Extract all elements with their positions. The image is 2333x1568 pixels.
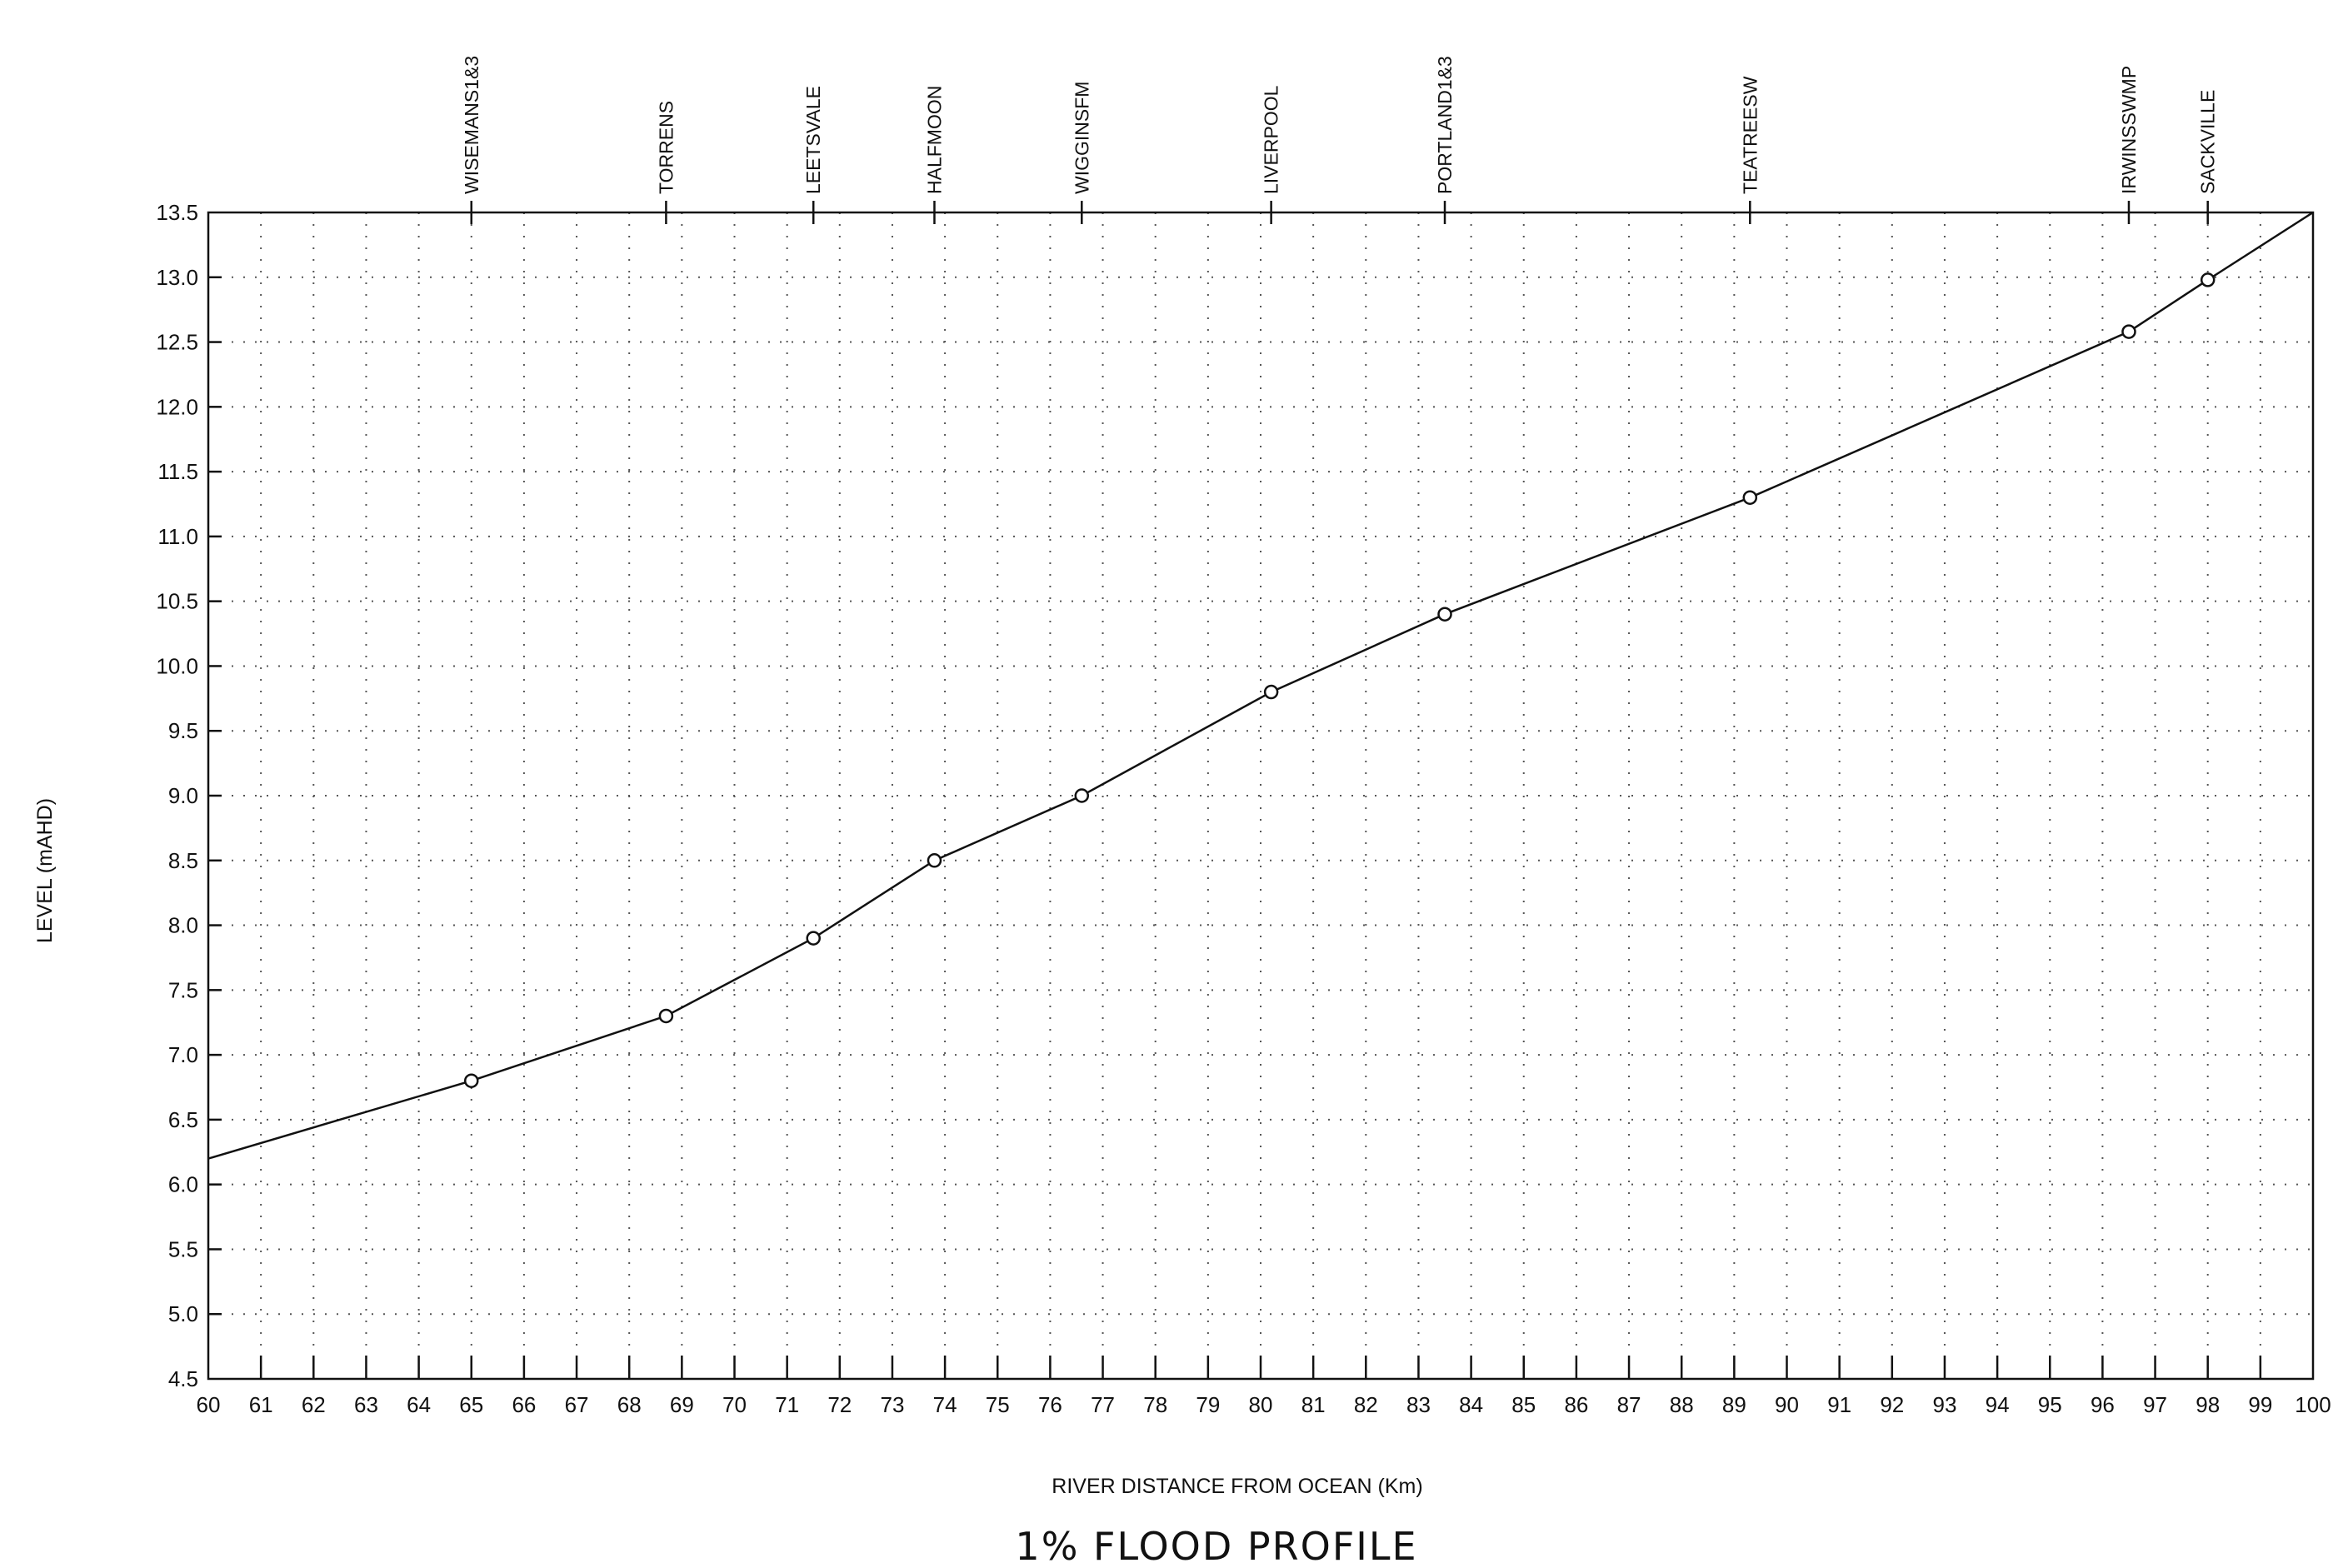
x-tick-label: 91 [1827, 1392, 1851, 1417]
y-tick-label: 9.0 [168, 783, 198, 808]
y-tick-label: 11.5 [157, 459, 198, 484]
data-point [1439, 608, 1451, 621]
x-tick-label: 90 [1775, 1392, 1799, 1417]
x-tick-label: 99 [2248, 1392, 2272, 1417]
y-tick-label: 10.5 [156, 589, 198, 614]
gridlines [208, 212, 2313, 1379]
x-tick-label: 74 [933, 1392, 957, 1417]
x-tick-label: 77 [1091, 1392, 1115, 1417]
data-point [1265, 686, 1277, 698]
x-tick-label: 87 [1617, 1392, 1641, 1417]
y-tick-label: 7.0 [168, 1042, 198, 1067]
chart-title: 1% FLOOD PROFILE [1015, 1524, 1417, 1568]
station-label: LEETSVALE [802, 86, 824, 194]
x-tick-label: 69 [670, 1392, 694, 1417]
x-tick-label: 66 [512, 1392, 536, 1417]
x-tick-label: 92 [1880, 1392, 1904, 1417]
x-tick-label: 72 [827, 1392, 852, 1417]
x-tick-label: 83 [1406, 1392, 1431, 1417]
x-tick-label: 67 [565, 1392, 589, 1417]
station-label: TEATREESW [1739, 76, 1761, 194]
x-tick-label: 64 [407, 1392, 431, 1417]
y-tick-label: 10.0 [156, 653, 198, 678]
x-tick-label: 76 [1038, 1392, 1062, 1417]
x-tick-label: 61 [249, 1392, 273, 1417]
x-axis-title: RIVER DISTANCE FROM OCEAN (Km) [1052, 1475, 1422, 1498]
x-tick-label: 73 [880, 1392, 904, 1417]
y-tick-label: 8.5 [168, 848, 198, 873]
x-tick-label: 93 [1932, 1392, 1956, 1417]
y-tick-label: 12.5 [156, 330, 198, 355]
y-tick-label: 5.0 [168, 1301, 198, 1326]
data-point [2201, 273, 2214, 286]
station-label: HALFMOON [923, 86, 945, 194]
x-tick-label: 70 [722, 1392, 747, 1417]
x-tick-label: 94 [1986, 1392, 2010, 1417]
station-label: SACKVILLE [2197, 90, 2219, 194]
station-label: LIVERPOOL [1261, 85, 1282, 194]
flood-profile-line [208, 212, 2313, 1159]
data-point [807, 932, 820, 945]
x-tick-label: 79 [1196, 1392, 1220, 1417]
y-tick-label: 8.0 [168, 913, 198, 938]
data-point [1076, 790, 1088, 802]
y-tick-labels: 4.5 5.0 5.5 6.0 6.5 7.0 7.5 8.0 8.5 9.0 9.5 10.0 10.… [156, 200, 198, 1391]
data-point [2122, 326, 2135, 338]
y-tick-label: 6.5 [168, 1107, 198, 1132]
data-point [928, 854, 941, 866]
station-label: WIGGINSFM [1071, 82, 1092, 194]
x-tick-labels: 60 61 62 63 64 65 66 67 68 69 70 71 72 73 74 75 76 77 78 79… [197, 1392, 2331, 1417]
y-tick-label: 9.5 [168, 718, 198, 743]
x-tick-label: 81 [1301, 1392, 1326, 1417]
y-tick-label: 7.5 [168, 977, 198, 1002]
x-tick-label: 60 [197, 1392, 221, 1417]
x-tick-label: 78 [1143, 1392, 1167, 1417]
station-labels: WISEMANS1&3 TORRENS LEETSVALE HALFMOON WIGGI… [461, 56, 2219, 194]
y-tick-label: 4.5 [168, 1366, 198, 1391]
x-tick-label: 75 [986, 1392, 1010, 1417]
station-label: TORRENS [655, 101, 677, 194]
y-tick-label: 12.0 [156, 394, 198, 419]
data-point [1744, 492, 1756, 504]
y-axis-title: LEVEL (mAHD) [33, 798, 57, 943]
data-point [465, 1075, 477, 1087]
station-label: IRWINSSWMP [2118, 66, 2140, 194]
station-label: WISEMANS1&3 [461, 56, 482, 194]
x-tick-label: 98 [2196, 1392, 2220, 1417]
y-tick-label: 6.0 [168, 1172, 198, 1197]
x-tick-label: 100 [2295, 1392, 2331, 1417]
x-tick-label: 95 [2038, 1392, 2062, 1417]
station-label: PORTLAND1&3 [1434, 56, 1456, 194]
y-tick-label: 11.0 [157, 524, 198, 549]
x-tick-label: 63 [354, 1392, 378, 1417]
x-tick-label: 68 [617, 1392, 642, 1417]
x-tick-label: 85 [1511, 1392, 1536, 1417]
x-tick-label: 84 [1459, 1392, 1483, 1417]
x-tick-label: 80 [1249, 1392, 1273, 1417]
x-tick-label: 86 [1564, 1392, 1588, 1417]
x-tick-label: 89 [1722, 1392, 1746, 1417]
x-tick-label: 96 [2091, 1392, 2115, 1417]
x-tick-label: 65 [459, 1392, 483, 1417]
x-tick-label: 62 [302, 1392, 326, 1417]
y-tick-label: 13.5 [156, 200, 198, 225]
data-point [660, 1010, 672, 1022]
x-tick-label: 97 [2143, 1392, 2167, 1417]
axis-ticks [208, 201, 2261, 1379]
x-tick-label: 88 [1670, 1392, 1694, 1417]
y-tick-label: 5.5 [168, 1236, 198, 1261]
y-tick-label: 13.0 [156, 265, 198, 290]
station-markers [465, 273, 2214, 1086]
x-tick-label: 82 [1354, 1392, 1378, 1417]
x-tick-label: 71 [775, 1392, 799, 1417]
